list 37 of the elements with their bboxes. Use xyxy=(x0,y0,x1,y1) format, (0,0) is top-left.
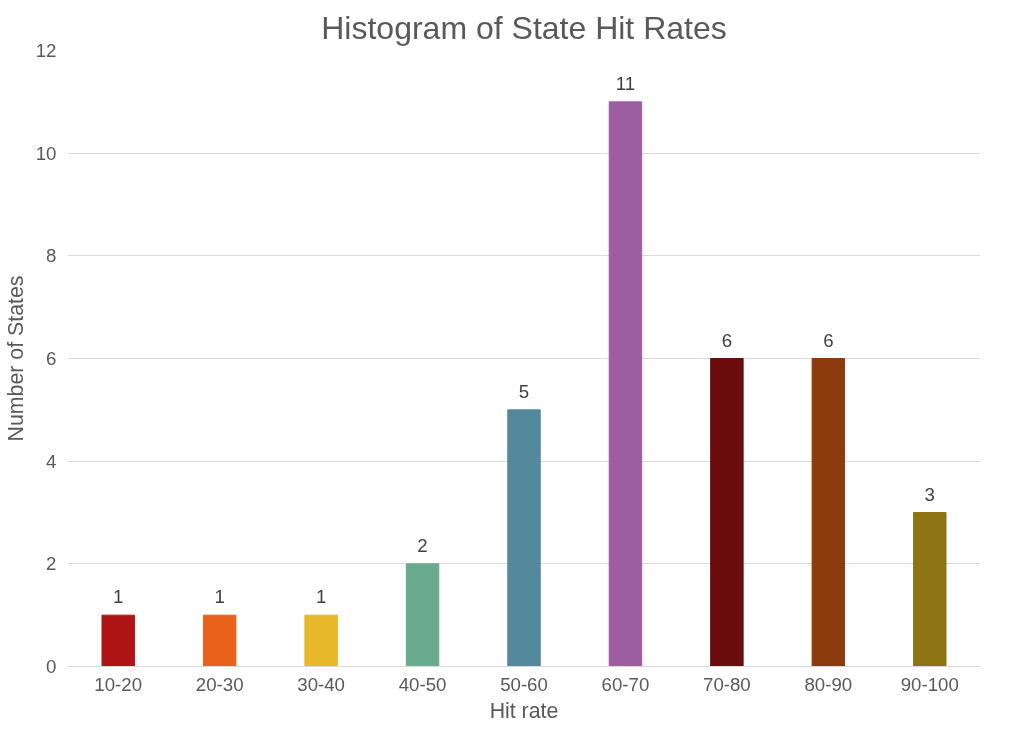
y-tick-label: 2 xyxy=(46,553,57,575)
x-tick-label: 20-30 xyxy=(195,673,244,695)
data-label: 3 xyxy=(924,483,935,505)
y-tick-label: 8 xyxy=(46,245,57,267)
bar xyxy=(913,512,947,667)
data-label: 1 xyxy=(315,586,327,608)
data-label: 6 xyxy=(721,329,733,351)
x-axis-title: Hit rate xyxy=(489,698,559,723)
bar xyxy=(101,614,135,667)
data-label: 2 xyxy=(417,534,428,556)
y-tick-label: 10 xyxy=(35,142,57,164)
bar xyxy=(405,563,440,667)
x-tick-label: 30-40 xyxy=(297,673,345,695)
data-label: 1 xyxy=(214,586,225,608)
x-tick-label: 80-90 xyxy=(804,673,853,695)
x-tick-label: 90-100 xyxy=(900,673,959,695)
bar xyxy=(811,358,846,667)
bar xyxy=(507,409,541,667)
y-tick-label: 0 xyxy=(46,656,57,677)
x-tick-label: 70-80 xyxy=(703,673,751,695)
x-tick-label: 40-50 xyxy=(398,673,447,695)
x-tick-label: 60-70 xyxy=(601,673,650,695)
x-tick-label: 10-20 xyxy=(94,673,143,695)
data-label: 5 xyxy=(518,380,530,402)
y-tick-label: 12 xyxy=(35,40,57,61)
bar xyxy=(608,101,643,667)
data-label: 1 xyxy=(113,586,124,608)
chart-title: Histogram of State Hit Rates xyxy=(321,9,727,46)
y-axis-title: Number of States xyxy=(3,275,28,442)
bar xyxy=(304,614,338,667)
bar xyxy=(202,614,237,667)
data-label: 6 xyxy=(823,329,834,351)
y-tick-label: 6 xyxy=(46,348,57,369)
x-tick-label: 50-60 xyxy=(500,673,548,695)
data-label: 11 xyxy=(615,72,636,94)
bar xyxy=(710,358,744,667)
y-tick-label: 4 xyxy=(46,450,57,472)
